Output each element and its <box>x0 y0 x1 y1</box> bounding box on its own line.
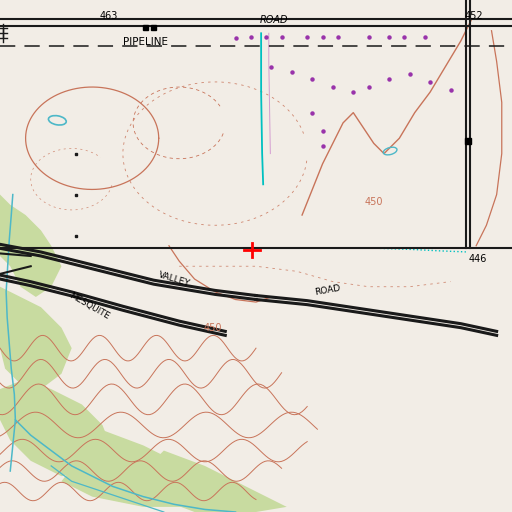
Bar <box>465 138 472 144</box>
Polygon shape <box>0 195 61 297</box>
Text: 450: 450 <box>365 197 383 207</box>
Bar <box>143 25 148 30</box>
Text: 463: 463 <box>99 11 118 22</box>
Text: 446: 446 <box>469 254 487 264</box>
Polygon shape <box>0 287 72 389</box>
Bar <box>151 25 156 30</box>
Text: ROAD: ROAD <box>260 15 288 26</box>
Text: PIPELINE: PIPELINE <box>123 37 168 47</box>
Text: 450: 450 <box>203 323 222 333</box>
Text: MESQUITE: MESQUITE <box>68 291 111 322</box>
Polygon shape <box>143 451 287 512</box>
Text: 452: 452 <box>465 11 483 22</box>
Text: VALLEY: VALLEY <box>157 270 191 288</box>
Text: ROAD: ROAD <box>314 284 342 297</box>
Polygon shape <box>61 430 215 507</box>
Polygon shape <box>0 379 113 476</box>
